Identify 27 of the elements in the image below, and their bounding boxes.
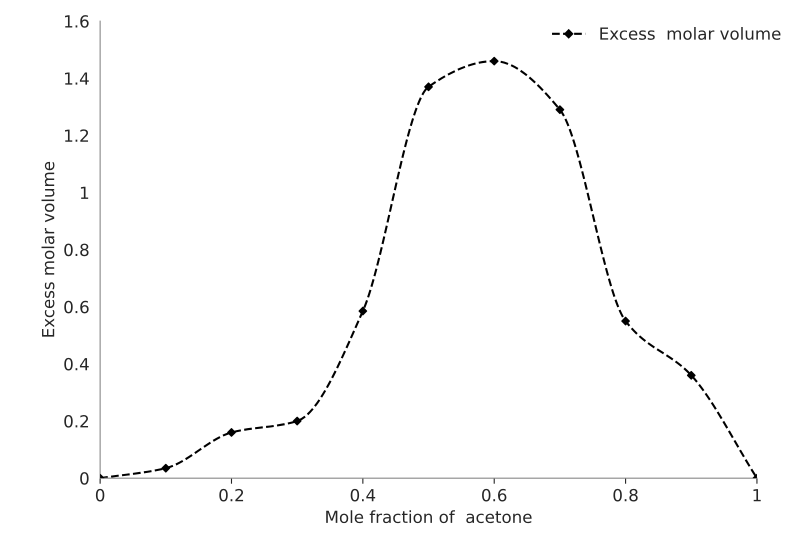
y-tick-label: 0.2 (64, 414, 88, 428)
y-tick-label: 0.6 (64, 300, 89, 314)
point (490, 56, 499, 66)
point (227, 428, 236, 437)
point (556, 105, 564, 114)
y-tick-label: 1.2 (65, 129, 88, 142)
x-axis-title: Mole fraction of acetone (326, 510, 532, 524)
x-tick-label: 0.8 (613, 488, 638, 502)
point (621, 316, 630, 326)
x-tick-label: 0.6 (482, 488, 506, 502)
point (161, 464, 170, 473)
legend-label: Excess molar volume (600, 26, 780, 40)
point (292, 416, 302, 426)
y-tick-label: 0.4 (64, 358, 89, 370)
point (358, 306, 368, 316)
x-tick-label: 0.4 (350, 488, 376, 502)
y-tick-label: 1.4 (65, 72, 89, 85)
x-tick-label: 1 (753, 489, 761, 502)
y-tick-label: 0.8 (64, 244, 89, 256)
y-tick-label: 1.6 (65, 15, 89, 28)
y-tick-label: 1 (80, 186, 88, 199)
x-tick-label: 0.2 (219, 488, 244, 502)
y-axis-title: Excess molar volume (42, 162, 54, 337)
point (686, 370, 696, 380)
y-tick-label: 0 (80, 472, 89, 485)
point (424, 82, 433, 92)
x-tick-label: 0 (96, 488, 104, 502)
